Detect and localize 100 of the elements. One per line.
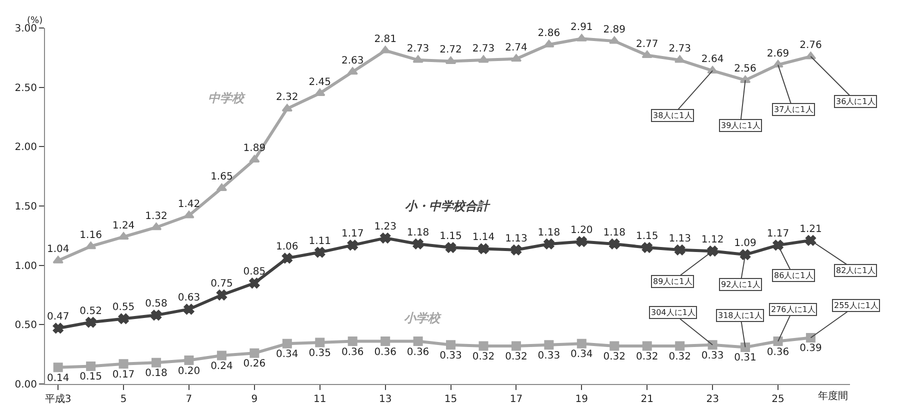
point (348, 336, 358, 346)
annotation: 92人に1人 (721, 280, 760, 289)
x-tick-label: 9 (251, 394, 258, 405)
point (674, 244, 686, 256)
data-label: 2.73 (472, 44, 495, 55)
x-tick-label: 13 (378, 394, 392, 405)
data-label: 2.32 (276, 92, 298, 104)
data-label: 1.23 (374, 222, 396, 233)
text: 中学校 (208, 91, 246, 105)
data-label: 0.33 (440, 350, 462, 362)
data-label: 2.86 (538, 28, 560, 40)
x-tick-label: 23 (706, 394, 719, 405)
data-label: 2.64 (701, 54, 724, 66)
data-label: 2.74 (505, 42, 528, 54)
data-label: 1.24 (112, 220, 135, 232)
text: 小・中学校合計 (405, 199, 491, 213)
data-label: 2.73 (406, 44, 430, 55)
point (249, 278, 260, 288)
point (576, 236, 587, 247)
x-tick-label: 19 (575, 394, 588, 405)
point (707, 246, 718, 256)
data-label: 0.33 (701, 350, 724, 362)
point (53, 362, 63, 372)
data-label: 1.13 (505, 233, 528, 244)
data-label: 0.32 (505, 352, 528, 363)
point (609, 238, 620, 250)
data-label: 0.47 (46, 312, 70, 323)
y-tick-label: 0.00 (14, 380, 37, 390)
data-label: 0.75 (210, 278, 233, 290)
data-label: 1.65 (210, 172, 233, 183)
data-label: 0.34 (276, 349, 298, 360)
point (642, 242, 652, 253)
data-label: 0.35 (308, 348, 332, 359)
data-label: 0.32 (603, 352, 626, 363)
data-label: 2.73 (668, 44, 691, 55)
point (152, 358, 162, 368)
data-label: 2.89 (603, 24, 626, 36)
point (544, 238, 554, 250)
data-label: 0.36 (406, 346, 430, 358)
data-label: 1.06 (276, 242, 298, 253)
point (282, 338, 292, 348)
data-label: 1.17 (341, 228, 364, 240)
point (478, 243, 489, 254)
point (675, 341, 685, 351)
annotation: 39人に1人 (721, 121, 760, 130)
data-label: 0.58 (145, 298, 168, 310)
data-label: 2.77 (636, 38, 658, 50)
point (544, 40, 554, 48)
point (282, 252, 292, 264)
point (446, 242, 456, 253)
data-label: 1.18 (603, 227, 626, 238)
data-label: 0.15 (80, 372, 102, 383)
data-label: 1.18 (538, 227, 560, 238)
point (412, 55, 424, 63)
point (510, 244, 522, 256)
point (52, 322, 64, 334)
data-label: 0.85 (243, 266, 266, 278)
x-tick-label: 5 (120, 394, 127, 405)
point (478, 55, 489, 63)
point (642, 341, 652, 351)
data-label: 1.15 (440, 231, 462, 242)
data-label: 1.14 (472, 232, 495, 244)
point (576, 338, 586, 348)
x-tick-label: 7 (186, 394, 192, 405)
data-label: 1.32 (145, 210, 168, 222)
annotation: 318人に1人 (718, 311, 762, 320)
data-label: 0.17 (112, 369, 135, 380)
data-label: 0.31 (734, 352, 756, 364)
annotation: 89人に1人 (653, 277, 692, 286)
annotation: 276人に1人 (771, 305, 816, 314)
data-label: 2.81 (374, 34, 396, 46)
data-label: 1.18 (406, 227, 430, 238)
data-label: 0.32 (668, 352, 691, 363)
data-label: 0.20 (178, 366, 200, 377)
point (740, 342, 750, 352)
point (806, 332, 816, 342)
data-label: 0.18 (145, 368, 168, 380)
point (118, 313, 129, 324)
point (315, 338, 325, 348)
point (610, 341, 620, 351)
x-tick-label: 15 (444, 394, 458, 405)
point (184, 210, 194, 218)
data-label: 1.13 (668, 233, 691, 244)
annotation: 37人に1人 (774, 105, 814, 114)
point (250, 348, 260, 358)
data-label: 2.56 (734, 64, 756, 75)
point (150, 310, 162, 320)
point (184, 356, 194, 366)
point (609, 36, 620, 44)
point (642, 50, 652, 58)
data-label: 0.63 (178, 292, 200, 304)
point (544, 340, 554, 350)
point (249, 154, 260, 162)
data-label: 0.36 (374, 346, 396, 358)
data-label: 1.42 (178, 198, 200, 210)
data-label: 0.36 (766, 346, 790, 358)
annotation: 255人に1人 (834, 301, 878, 310)
point (773, 336, 783, 346)
point (86, 317, 96, 328)
point (708, 340, 718, 350)
